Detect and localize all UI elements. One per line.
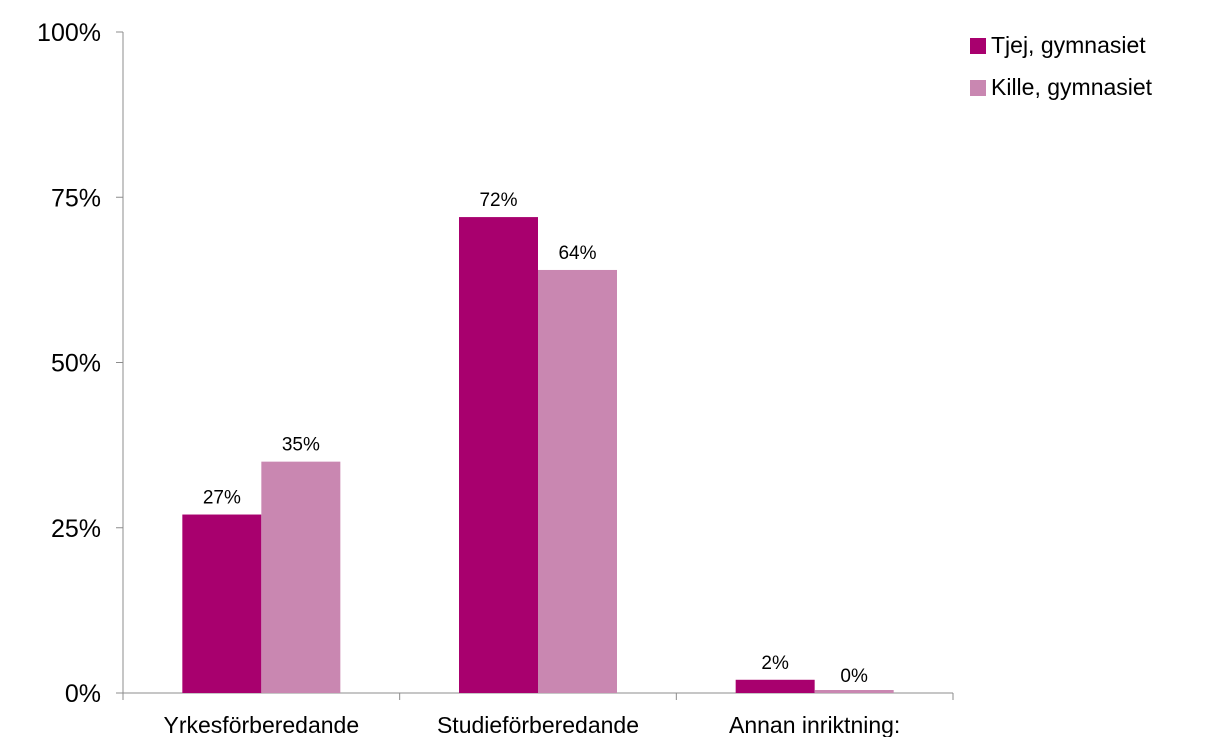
x-tick-label: Studieförberedande bbox=[437, 712, 639, 737]
data-label: 2% bbox=[761, 653, 789, 674]
y-tick-label: 25% bbox=[51, 515, 101, 543]
x-tick-label: Annan inriktning: bbox=[729, 712, 900, 737]
axes: 0% 25% 50% 75% 100% Yrkesförberedande Studiefö… bbox=[37, 19, 954, 738]
legend-label: Tjej, gymnasiet bbox=[991, 32, 1146, 58]
y-tick-label: 75% bbox=[51, 184, 101, 212]
y-tick-label: 50% bbox=[51, 350, 101, 378]
bar bbox=[459, 217, 538, 693]
legend-swatch bbox=[970, 38, 986, 54]
bars bbox=[182, 217, 894, 693]
bar bbox=[735, 679, 815, 693]
data-label: 72% bbox=[479, 190, 517, 211]
y-tick-label: 100% bbox=[37, 19, 101, 47]
legend-label: Kille, gymnasiet bbox=[991, 74, 1153, 100]
bar bbox=[261, 461, 341, 693]
data-label: 0% bbox=[840, 666, 868, 687]
bar bbox=[182, 514, 262, 693]
y-tick-label: 0% bbox=[65, 680, 101, 708]
legend: Tjej, gymnasiet Kille, gymnasiet bbox=[970, 32, 1153, 100]
data-label: 35% bbox=[282, 435, 320, 456]
legend-swatch bbox=[970, 80, 986, 96]
bar bbox=[538, 269, 617, 693]
data-label: 27% bbox=[203, 488, 241, 509]
bar bbox=[814, 690, 894, 693]
data-label: 64% bbox=[558, 243, 596, 264]
x-tick-label: Yrkesförberedande bbox=[164, 712, 360, 737]
data-labels: 27% 35% 72% 64% 2% 0% bbox=[203, 190, 868, 687]
